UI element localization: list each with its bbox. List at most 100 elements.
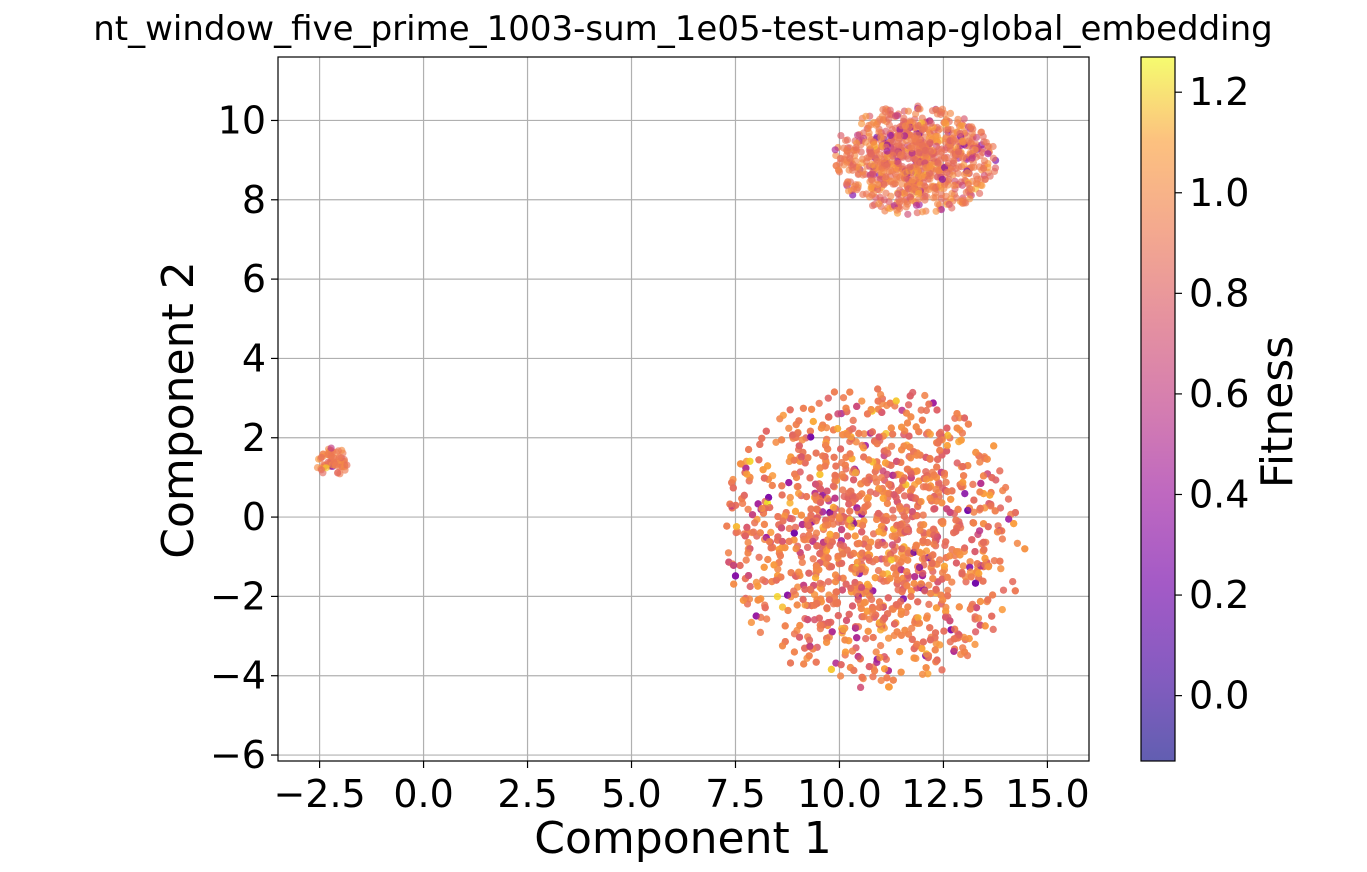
y-tick-label: −2	[210, 574, 266, 618]
y-tick-label: 0	[242, 495, 266, 539]
scatter-point	[1004, 495, 1013, 503]
scatter-point	[765, 493, 773, 502]
scatter-point	[868, 170, 877, 178]
scatter-point	[919, 537, 927, 545]
scatter-point	[854, 596, 862, 604]
scatter-point	[857, 683, 865, 692]
scatter-point	[831, 494, 839, 502]
scatter-point	[857, 604, 865, 613]
scatter-point	[778, 482, 786, 490]
scatter-point	[334, 447, 342, 455]
scatter-point	[849, 416, 857, 424]
scatter-point	[944, 431, 952, 439]
scatter-point	[786, 499, 794, 507]
scatter-point	[882, 189, 890, 197]
scatter-points	[313, 102, 1029, 692]
scatter-point	[926, 430, 934, 438]
scatter-point	[917, 498, 925, 506]
scatter-point	[929, 525, 938, 533]
scatter-point	[874, 397, 882, 405]
scatter-point	[732, 523, 741, 531]
scatter-point	[858, 528, 866, 536]
scatter-point	[930, 540, 938, 548]
scatter-point	[975, 569, 983, 578]
scatter-point	[736, 561, 744, 570]
scatter-point	[873, 463, 881, 471]
scatter-point	[851, 578, 859, 587]
scatter-point	[932, 604, 941, 612]
scatter-point	[967, 573, 975, 581]
scatter-point	[852, 157, 860, 165]
scatter-point	[907, 413, 915, 421]
scatter-point	[926, 147, 935, 155]
scatter-point	[772, 576, 780, 584]
scatter-point	[889, 514, 897, 522]
colorbar-tick-label: 0.0	[1189, 674, 1249, 718]
scatter-point	[760, 520, 769, 529]
scatter-point	[871, 574, 879, 582]
y-tick-label: −4	[210, 654, 266, 698]
colorbar-tick-label: 0.4	[1189, 472, 1249, 516]
scatter-point	[919, 638, 927, 646]
scatter-point	[858, 673, 866, 681]
scatter-point	[778, 642, 787, 650]
scatter-point	[832, 462, 840, 470]
scatter-point	[976, 458, 984, 466]
scatter-point	[952, 559, 961, 567]
scatter-point	[908, 508, 916, 516]
scatter-point	[826, 530, 834, 538]
scatter-point	[806, 585, 814, 593]
scatter-point	[327, 444, 335, 452]
x-tick-label: 5.0	[601, 772, 661, 816]
scatter-point	[926, 624, 934, 632]
scatter-point	[752, 612, 760, 620]
scatter-point	[869, 202, 877, 210]
scatter-point	[858, 549, 866, 557]
scatter-point	[911, 544, 919, 552]
scatter-point	[754, 596, 762, 604]
scatter-point	[993, 528, 1002, 536]
scatter-point	[877, 626, 885, 634]
scatter-point	[816, 579, 824, 587]
y-tick-label: −6	[210, 733, 266, 777]
scatter-point	[939, 517, 947, 526]
scatter-point	[943, 442, 951, 450]
scatter-point	[790, 456, 798, 464]
scatter-point	[795, 417, 803, 425]
scatter-point	[942, 538, 950, 546]
scatter-point	[937, 110, 945, 119]
scatter-point	[743, 523, 751, 532]
scatter-point	[742, 464, 750, 472]
scatter-point	[881, 555, 889, 563]
scatter-point	[991, 164, 1000, 172]
scatter-point	[901, 122, 910, 130]
scatter-point	[1011, 508, 1020, 517]
scatter-point	[855, 429, 863, 437]
scatter-point	[778, 491, 786, 499]
scatter-point	[931, 646, 939, 654]
scatter-point	[938, 666, 946, 674]
scatter-point	[791, 523, 800, 531]
scatter-point	[877, 474, 886, 482]
scatter-point	[929, 575, 937, 583]
scatter-point	[912, 201, 921, 209]
scatter-point	[990, 442, 998, 450]
scatter-point	[863, 479, 871, 487]
scatter-point	[885, 121, 894, 129]
scatter-point	[948, 578, 956, 586]
scatter-point	[823, 638, 831, 646]
scatter-point	[831, 571, 840, 579]
scatter-point	[944, 159, 953, 167]
scatter-point	[759, 576, 767, 584]
scatter-point	[852, 181, 860, 189]
scatter-point	[917, 406, 925, 414]
scatter-point	[984, 523, 992, 531]
scatter-point	[834, 612, 842, 620]
scatter-point	[825, 596, 834, 604]
scatter-point	[838, 586, 847, 594]
scatter-point	[879, 570, 887, 578]
x-axis-ticks: −2.5 0.0 2.5 5.0 7.5 10.0 12.5 15.0	[273, 761, 1090, 816]
scatter-point	[968, 129, 976, 137]
y-axis-label: Component 2	[153, 261, 204, 558]
